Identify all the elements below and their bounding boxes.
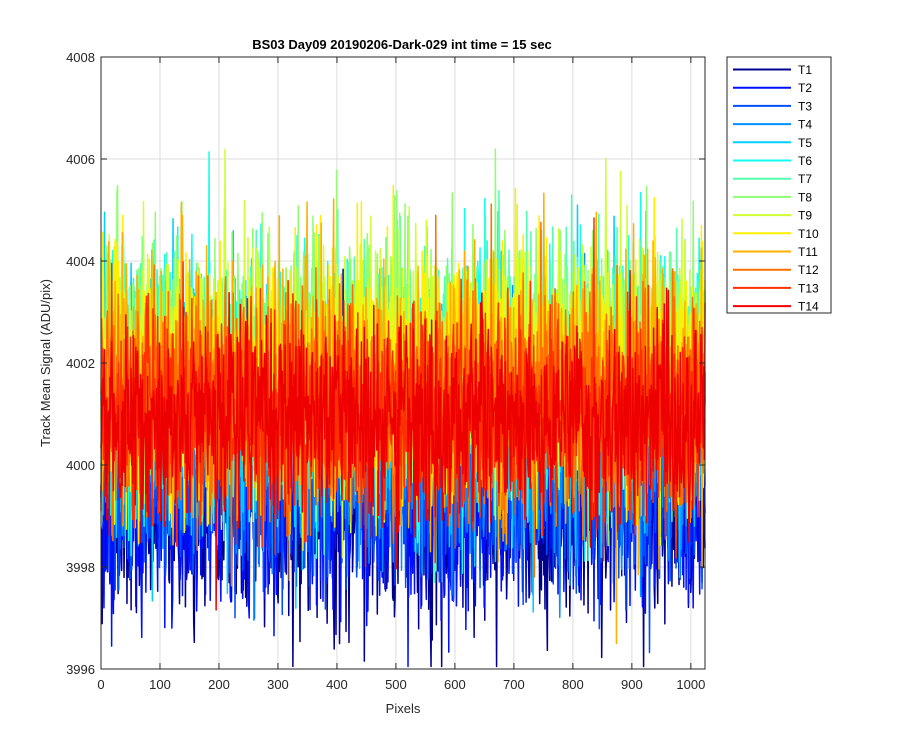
legend-label-t5: T5	[798, 136, 812, 150]
x-tick-label: 1000	[676, 677, 705, 692]
legend-label-t8: T8	[798, 190, 812, 204]
y-tick-label: 3998	[66, 560, 95, 575]
legend-label-t12: T12	[798, 263, 819, 277]
x-axis-label: Pixels	[386, 701, 421, 716]
chart-title: BS03 Day09 20190206-Dark-029 int time = …	[252, 37, 552, 52]
x-tick-label: 0	[97, 677, 104, 692]
legend-label-t3: T3	[798, 99, 812, 113]
legend-label-t4: T4	[798, 118, 812, 132]
x-tick-label: 600	[444, 677, 466, 692]
x-axis: 0 100 200 300 400 500 600 700 800 900 1000	[97, 57, 705, 692]
x-tick-label: 900	[621, 677, 643, 692]
x-tick-label: 400	[326, 677, 348, 692]
legend-items: T1 T2 T3 T4 T5 T6 T7 T8 T9 T10 T11 T12 T13 T14	[733, 63, 819, 314]
y-axis: 3996 3998 4000 4002 4004 4006 4008	[66, 50, 705, 677]
y-axis-label: Track Mean Signal (ADU/pix)	[38, 279, 53, 447]
x-tick-label: 700	[503, 677, 525, 692]
y-tick-label: 4002	[66, 356, 95, 371]
legend-label-t13: T13	[798, 281, 819, 295]
legend-label-t11: T11	[798, 245, 818, 259]
x-tick-label: 200	[208, 677, 230, 692]
legend-label-t6: T6	[798, 154, 812, 168]
y-tick-label: 3996	[66, 662, 95, 677]
x-tick-label: 800	[562, 677, 584, 692]
plot-area	[100, 56, 706, 670]
legend-label-t1: T1	[798, 63, 812, 77]
series-layer	[100, 148, 706, 668]
y-tick-label: 4004	[66, 254, 95, 269]
y-tick-label: 4008	[66, 50, 95, 65]
legend-label-t2: T2	[798, 81, 812, 95]
legend-label-t10: T10	[798, 227, 819, 241]
x-tick-label: 300	[267, 677, 289, 692]
x-tick-label: 100	[149, 677, 171, 692]
y-tick-label: 4006	[66, 152, 95, 167]
legend-label-t9: T9	[798, 209, 812, 223]
legend: T1 T2 T3 T4 T5 T6 T7 T8 T9 T10 T11 T12 T13 T14	[726, 56, 832, 314]
y-tick-label: 4000	[66, 458, 95, 473]
x-tick-label: 500	[385, 677, 407, 692]
series-line-t14	[100, 269, 706, 611]
legend-label-t14: T14	[798, 300, 819, 314]
legend-label-t7: T7	[798, 172, 812, 186]
